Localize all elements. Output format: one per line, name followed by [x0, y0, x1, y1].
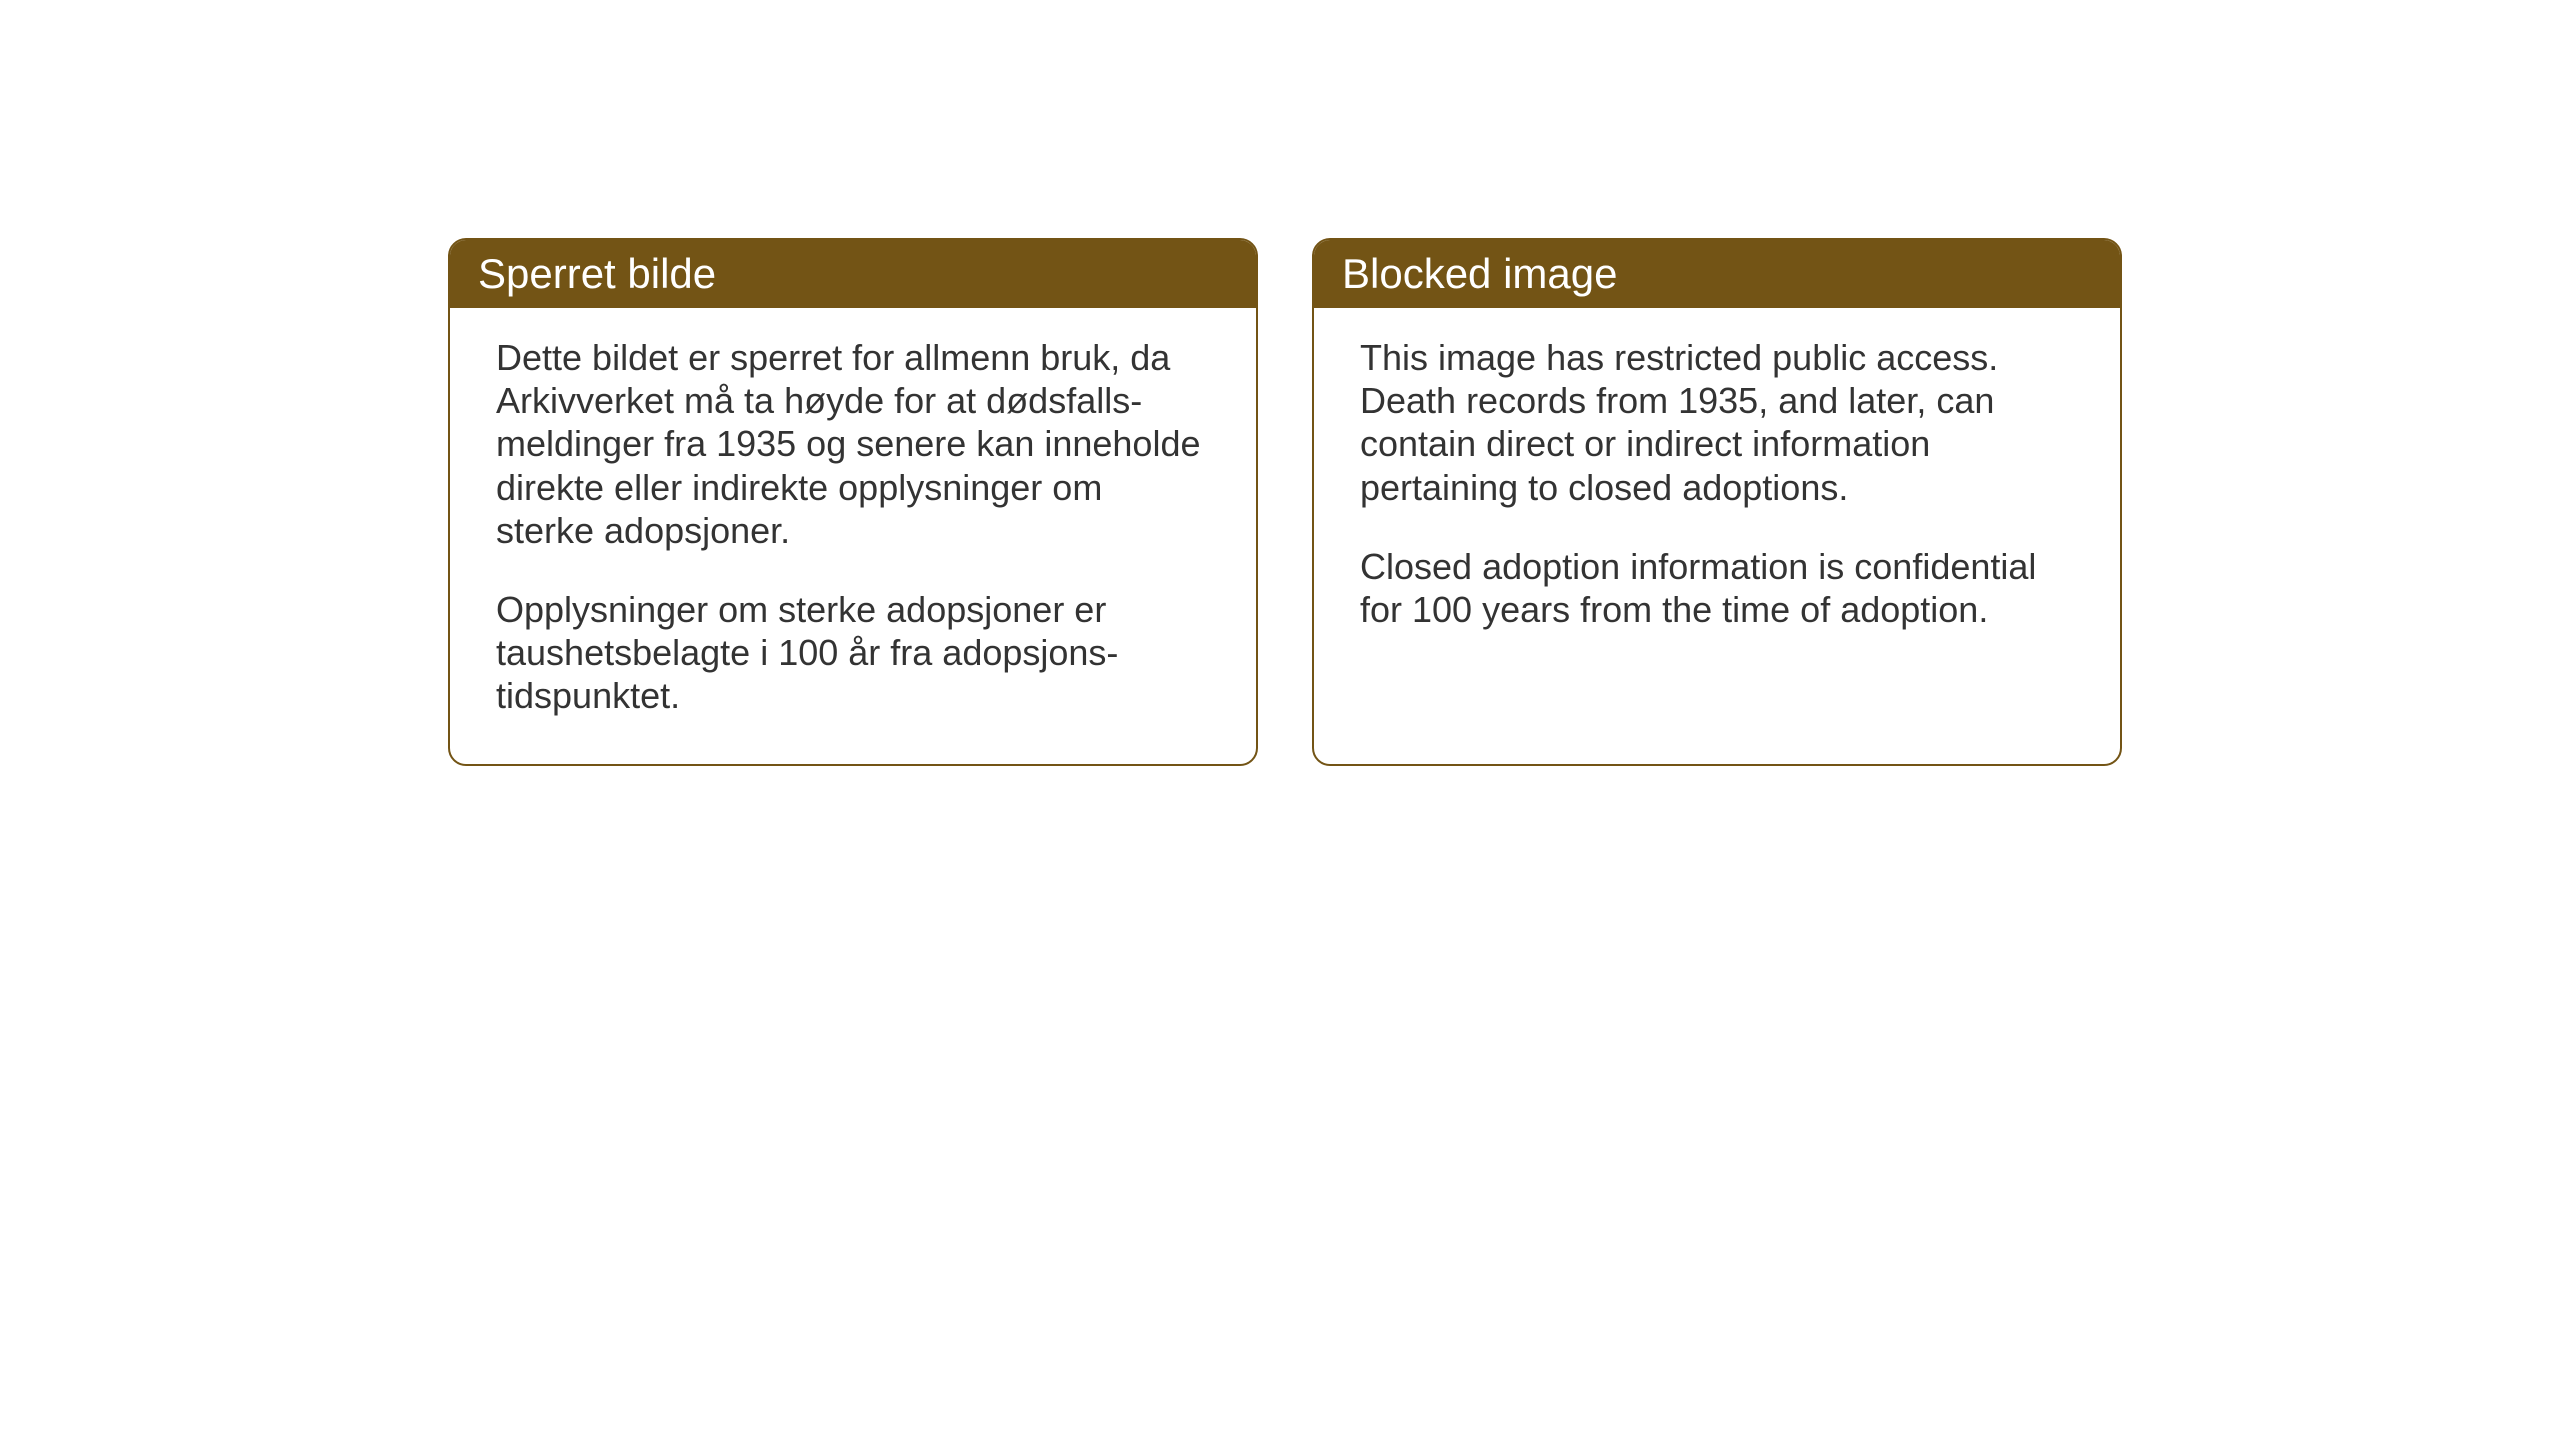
card-english: Blocked image This image has restricted … — [1312, 238, 2122, 766]
cards-container: Sperret bilde Dette bildet er sperret fo… — [448, 238, 2122, 766]
paragraph-text: Closed adoption information is confident… — [1360, 545, 2074, 631]
card-body-english: This image has restricted public access.… — [1314, 308, 2120, 677]
paragraph-text: This image has restricted public access.… — [1360, 336, 2074, 509]
paragraph-text: Dette bildet er sperret for allmenn bruk… — [496, 336, 1210, 552]
card-body-norwegian: Dette bildet er sperret for allmenn bruk… — [450, 308, 1256, 764]
card-norwegian: Sperret bilde Dette bildet er sperret fo… — [448, 238, 1258, 766]
paragraph-text: Opplysninger om sterke adopsjoner er tau… — [496, 588, 1210, 718]
card-header-english: Blocked image — [1314, 240, 2120, 308]
card-header-norwegian: Sperret bilde — [450, 240, 1256, 308]
